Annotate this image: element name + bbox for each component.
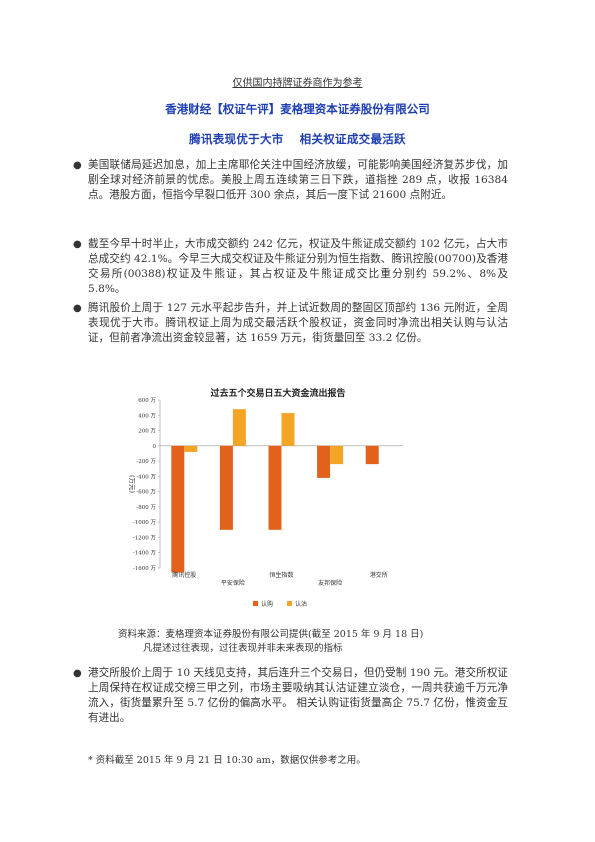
report-subtitle: 腾讯表现优于大市 相关权证成交最活跃 [189, 132, 406, 146]
plot-area: -1600 万 -1400 万 -1200 万 -1000 万 -800 万 -600 万… [133, 397, 403, 608]
y-tick-label: 400 万 [138, 412, 156, 419]
bullet-icon: ● [73, 239, 82, 250]
legend-label: 认沽 [295, 600, 307, 608]
bar-call [171, 445, 185, 573]
bullet-text: 腾讯股价上周于 127 元水平起步告升，并上试近数周的整固区顶部约 136 元附… [88, 302, 508, 344]
x-tick-label: 友邦保险 [318, 579, 342, 587]
top-disclaimer: 仅供国内持牌证券商作为参考 [232, 78, 363, 89]
bullet-paragraph: ● 腾讯股价上周于 127 元水平起步告升，并上试近数周的整固区顶部约 136 … [73, 301, 508, 346]
bar-put [232, 409, 246, 446]
bullet-icon: ● [73, 303, 82, 314]
source-note: 资料来源：麦格理资本证券股份有限公司提供(截至 2015 年 9 月 18 日) [118, 629, 424, 640]
chart-title: 过去五个交易日五大资金流出报告 [210, 387, 345, 399]
bar-put [281, 412, 295, 446]
bullet-icon: ● [73, 668, 82, 679]
y-tick-label: -1400 万 [133, 550, 157, 557]
performance-disclaimer: 凡提述过往表现，过往表现并非未来表现的指标 [143, 643, 343, 654]
legend-label: 认购 [261, 600, 273, 608]
y-tick-label: -200 万 [136, 458, 156, 465]
bullet-text: 截至今早十时半止，大市成交额约 242 亿元，权证及牛熊证成交额约 102 亿元… [88, 238, 508, 295]
y-tick-label: -1200 万 [133, 534, 157, 541]
bar-call [219, 445, 233, 530]
bar-put [184, 445, 198, 452]
x-tick-label: 港交所 [370, 571, 388, 579]
bullet-icon: ● [73, 160, 82, 171]
chart-y-axis-label: (万元) [128, 475, 136, 494]
y-tick-label: -600 万 [136, 489, 156, 496]
company-title: 香港财经【权证午评】麦格理资本证券股份有限公司 [165, 102, 430, 116]
bullet-paragraph: ● 美国联储局延迟加息，加上主席耶伦关注中国经济放缓，可能影响美国经济复苏步伐，… [73, 158, 508, 203]
x-tick-label: 平安保险 [221, 579, 245, 587]
footnote: * 资料截至 2015 年 9 月 21 日 10:30 am，数据仅供参考之用… [88, 755, 366, 766]
chart-svg: 过去五个交易日五大资金流出报告 (万元) -1600 万 -1400 万 -1200… [128, 387, 403, 608]
bar-put [330, 445, 344, 465]
y-tick-label: 0 [153, 444, 157, 450]
x-tick-label: 恒生指数 [269, 571, 293, 579]
fund-outflow-chart: 过去五个交易日五大资金流出报告 (万元) -1600 万 -1400 万 -1200… [118, 378, 418, 618]
bullet-text: 美国联储局延迟加息，加上主席耶伦关注中国经济放缓，可能影响美国经济复苏步伐，加剧… [88, 159, 508, 201]
y-tick-label: 200 万 [138, 428, 156, 435]
x-tick-label: 腾讯控股 [172, 571, 196, 579]
bar-call [317, 445, 331, 478]
bullet-paragraph: ● 港交所股价上周于 10 天线见支持，其后连升三个交易日，但仍受制 190 元… [73, 666, 508, 726]
bullet-text: 港交所股价上周于 10 天线见支持，其后连升三个交易日，但仍受制 190 元。港… [88, 667, 508, 724]
bullet-paragraph: ● 截至今早十时半止，大市成交额约 242 亿元，权证及牛熊证成交额约 102 … [73, 237, 508, 297]
bar-call [365, 445, 379, 465]
y-tick-label: -800 万 [136, 504, 156, 511]
bar-call [268, 445, 282, 530]
legend-swatch [287, 601, 292, 606]
y-tick-label: -1600 万 [133, 565, 157, 572]
y-tick-label: -400 万 [136, 473, 156, 480]
y-tick-label: 600 万 [138, 397, 156, 404]
legend-swatch [253, 601, 258, 606]
y-tick-label: -1000 万 [133, 519, 157, 526]
